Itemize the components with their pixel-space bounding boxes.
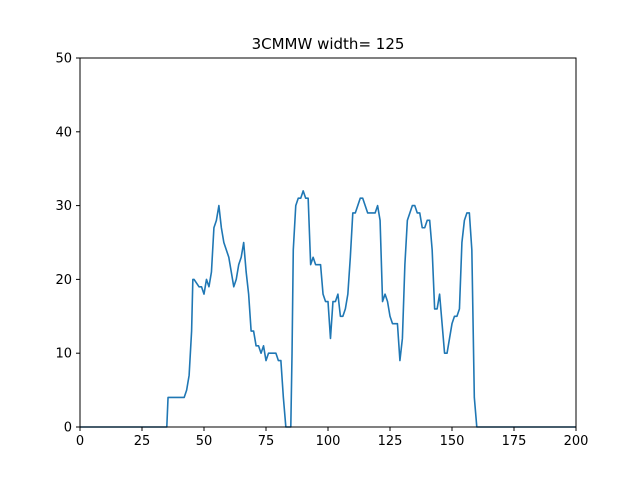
x-tick-label: 25	[134, 434, 151, 449]
x-tick-label: 175	[502, 434, 527, 449]
y-axis: 0 10 20 30 40 50	[55, 52, 80, 436]
plot-area	[80, 190, 576, 428]
plot-frame	[79, 57, 577, 428]
series-line-0	[80, 190, 576, 428]
x-tick-label: 150	[440, 434, 465, 449]
x-tick-label: 75	[258, 434, 275, 449]
y-tick-label: 10	[55, 347, 72, 362]
x-axis: 0 25 50 75 100 125 150 175 200	[76, 427, 589, 449]
y-tick-label: 0	[64, 421, 72, 436]
x-tick-label: 125	[378, 434, 403, 449]
chart-title: 3CMMW width= 125	[252, 35, 405, 53]
y-tick-label: 20	[55, 273, 72, 288]
x-tick-label: 200	[564, 434, 589, 449]
y-tick-label: 50	[55, 52, 72, 67]
x-tick-label: 100	[316, 434, 341, 449]
y-tick-label: 30	[55, 199, 72, 214]
x-tick-label: 50	[196, 434, 213, 449]
y-tick-label: 40	[55, 125, 72, 140]
x-tick-label: 0	[76, 434, 84, 449]
